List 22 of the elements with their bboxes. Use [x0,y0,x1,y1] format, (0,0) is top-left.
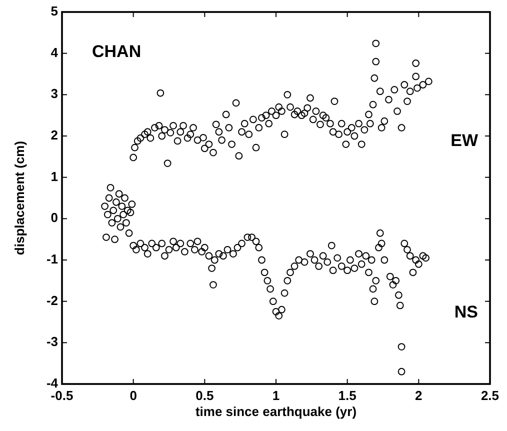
x-tick-label: -0.5 [50,388,74,403]
legend-label: EW [450,131,479,150]
y-tick-label: -4 [46,375,59,390]
legend-label: NS [454,302,478,322]
y-tick-label: -1 [46,251,58,266]
y-tick-label: 2 [50,127,58,142]
x-tick-label: 1 [272,388,280,403]
y-tick-label: 3 [50,86,58,102]
x-tick-label: 0.5 [196,388,214,403]
x-tick-label: 2.5 [480,388,500,403]
y-tick-label: 4 [50,44,59,60]
x-axis-title: time since earthquake (yr) [195,404,357,419]
y-tick-label: 1 [50,168,58,184]
y-tick-label: 0 [50,210,58,226]
x-tick-label: 2 [415,388,422,403]
y-axis-title: displacement (cm) [12,140,27,256]
annotation: CHAN [92,42,142,61]
y-tick-label: -2 [46,292,58,308]
x-tick-label: 1.5 [338,388,356,403]
y-tick-label: -3 [46,334,58,350]
y-tick-label: 5 [50,3,58,18]
x-tick-label: 0 [130,388,137,403]
